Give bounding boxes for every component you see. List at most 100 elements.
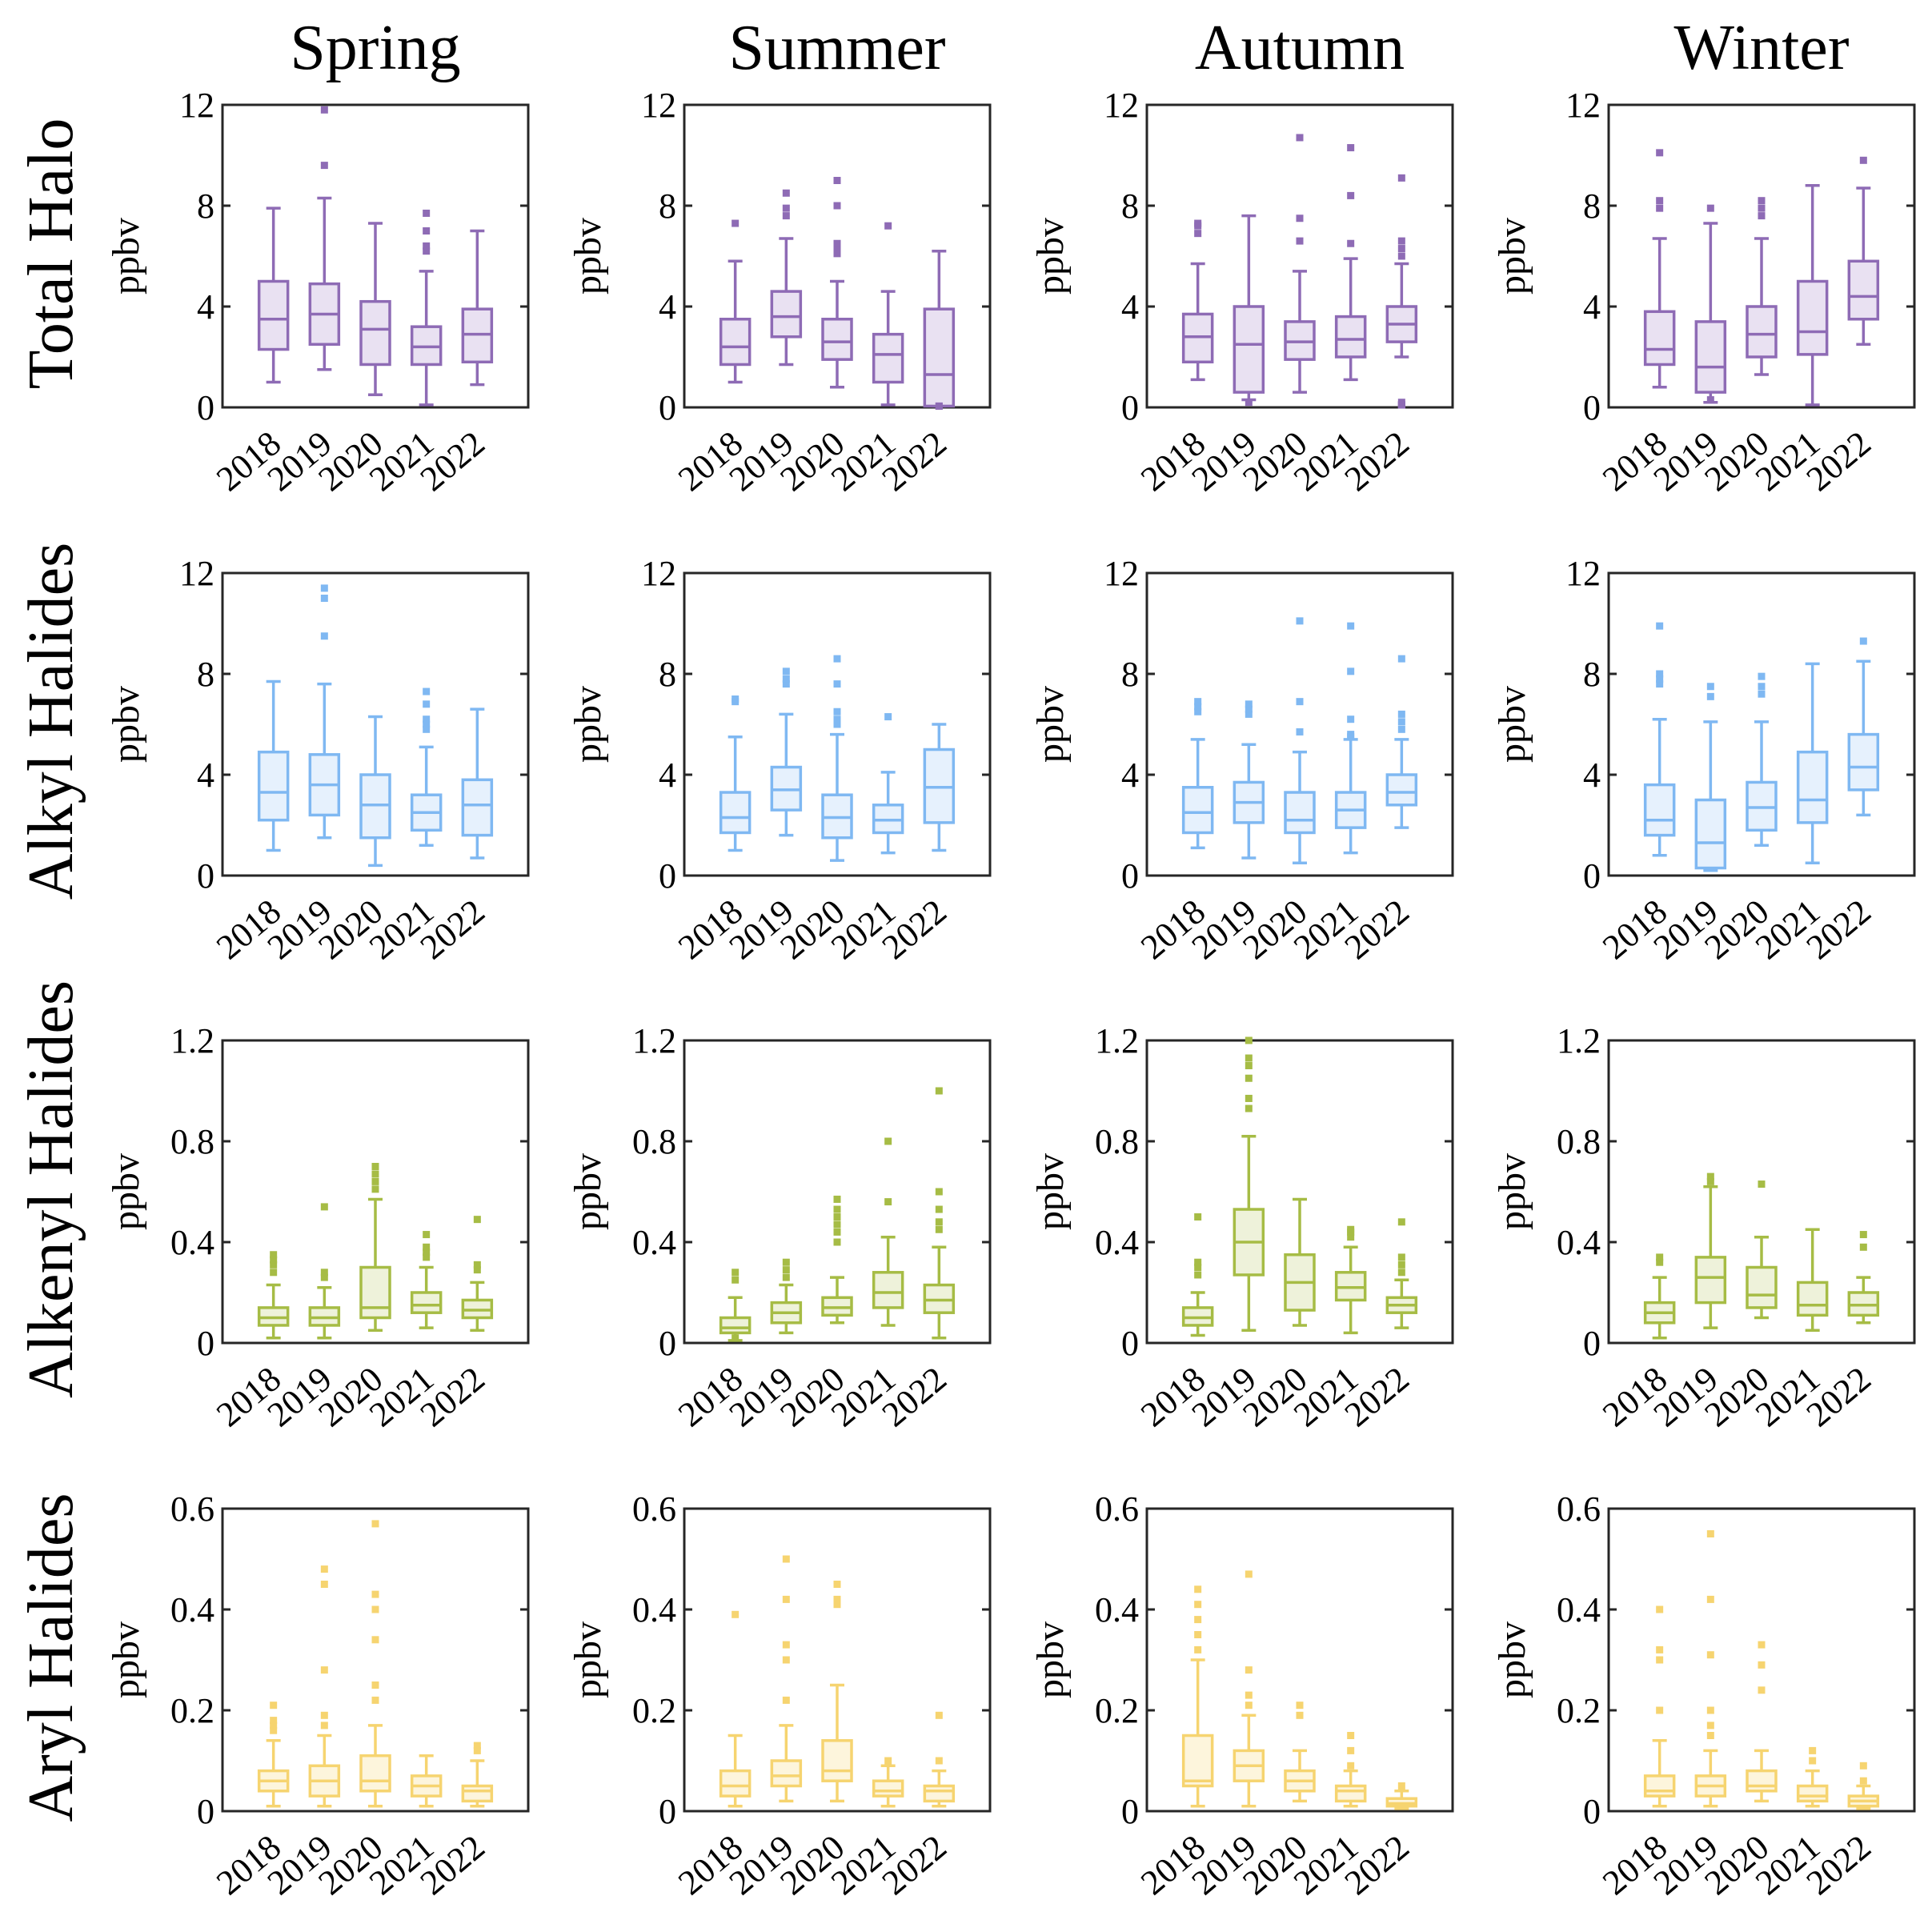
y-tick-label: 4 <box>1121 756 1139 795</box>
outlier-point <box>423 700 431 708</box>
iqr-box <box>1694 798 1727 870</box>
outlier-point <box>833 1205 841 1213</box>
outlier-point <box>1859 1762 1867 1770</box>
y-tick-label: 12 <box>179 86 214 125</box>
y-tick-label: 12 <box>1104 86 1139 125</box>
outlier-point <box>833 245 841 253</box>
outlier-point <box>371 1636 379 1644</box>
outlier-point <box>1245 1104 1253 1112</box>
outlier-point <box>782 1273 790 1281</box>
outlier-point <box>732 219 740 227</box>
outlier-point <box>1809 1746 1817 1754</box>
outlier-point <box>1706 692 1714 700</box>
outlier-point <box>473 1746 481 1754</box>
y-tick-label: 0.2 <box>1095 1691 1139 1730</box>
outlier-point <box>423 247 431 255</box>
outlier-point <box>833 239 841 247</box>
outlier-point <box>423 1249 431 1257</box>
y-tick-label: 8 <box>1583 186 1601 226</box>
outlier-point <box>782 1656 790 1664</box>
iqr-box <box>872 332 904 384</box>
y-tick-label: 8 <box>197 655 214 694</box>
iqr-box <box>719 791 752 835</box>
outlier-point <box>1656 1645 1664 1653</box>
outlier-point <box>1706 1172 1714 1180</box>
outlier-point <box>1245 1570 1253 1578</box>
y-axis-label: ppbv <box>105 218 147 295</box>
y-axis-label: ppbv <box>1029 218 1072 295</box>
iqr-box <box>1181 1734 1214 1788</box>
y-tick-label: 4 <box>659 756 676 795</box>
outlier-point <box>423 1253 431 1261</box>
outlier-point <box>782 675 790 683</box>
outlier-point <box>732 1269 740 1277</box>
outlier-point <box>371 1185 379 1193</box>
outlier-point <box>320 632 328 640</box>
iqr-box <box>719 1316 752 1335</box>
y-tick-label: 12 <box>641 554 676 593</box>
box-2022: 2022 <box>875 723 956 967</box>
iqr-box <box>1643 310 1676 367</box>
y-tick-label: 0.4 <box>170 1223 214 1262</box>
iqr-box <box>1796 1784 1829 1803</box>
outlier-point <box>732 695 740 703</box>
outlier-point <box>1245 700 1253 708</box>
outlier-point <box>782 212 790 220</box>
outlier-point <box>1194 230 1202 238</box>
box-2018: 2018 <box>1595 622 1676 967</box>
panel-total-halo-autumn-y-ticks: 0 4 8 12 <box>1104 86 1453 427</box>
outlier-point <box>935 1711 943 1719</box>
outlier-point <box>1194 707 1202 715</box>
outlier-point <box>270 1717 278 1725</box>
panel-aryl-halides-winter-y-ticks: 0 0.2 0.4 0.6 <box>1557 1489 1914 1831</box>
outlier-point <box>1194 1645 1202 1653</box>
outlier-point <box>1656 1706 1664 1714</box>
outlier-point <box>1194 1271 1202 1279</box>
iqr-box <box>770 1759 803 1788</box>
y-axis-label: ppbv <box>567 1621 609 1698</box>
y-tick-label: 0 <box>659 388 676 427</box>
outlier-point <box>782 1641 790 1649</box>
y-tick-label: 0 <box>197 1792 214 1831</box>
y-tick-label: 0 <box>659 1324 676 1363</box>
outlier-point <box>935 402 943 410</box>
panel-aryl-halides-summer-y-ticks: 0 0.2 0.4 0.6 <box>632 1489 990 1831</box>
outlier-point <box>1656 204 1664 212</box>
outlier-point <box>833 707 841 715</box>
outlier-point <box>1758 204 1766 212</box>
outlier-point <box>371 1590 379 1598</box>
outlier-point <box>1245 705 1253 713</box>
y-tick-label: 12 <box>1565 86 1601 125</box>
outlier-point <box>423 715 431 723</box>
outlier-point <box>371 1696 379 1704</box>
y-axis-label: ppbv <box>1491 218 1533 295</box>
panel-alkenyl-halides-winter-axes-frame <box>1607 1039 1916 1345</box>
y-tick-label: 8 <box>197 186 214 226</box>
panel-alkenyl-halides-summer-y-ticks: 0 0.4 0.8 1.2 <box>632 1021 990 1363</box>
outlier-point <box>320 1269 328 1277</box>
outlier-point <box>1706 1732 1714 1739</box>
y-tick-label: 4 <box>197 287 214 327</box>
y-tick-label: 1.2 <box>1095 1021 1139 1060</box>
panel-aryl-halides-autumn-axes-frame <box>1145 1507 1454 1813</box>
outlier-point <box>1397 655 1405 663</box>
outlier-point <box>270 1261 278 1269</box>
y-axis-label: ppbv <box>1029 1153 1072 1230</box>
outlier-point <box>1245 1062 1253 1069</box>
outlier-point <box>935 1188 943 1196</box>
outlier-point <box>423 1243 431 1251</box>
panel-alkyl-halides-summer-y-ticks: 0 4 8 12 <box>641 554 990 896</box>
outlier-point <box>320 584 328 592</box>
outlier-point <box>1296 617 1304 625</box>
outlier-point <box>1656 197 1664 205</box>
outlier-point <box>1347 1225 1355 1233</box>
y-tick-label: 0.8 <box>1557 1122 1601 1161</box>
y-axis-label: ppbv <box>1029 1621 1072 1698</box>
outlier-point <box>1706 1177 1714 1185</box>
outlier-point <box>1194 1213 1202 1221</box>
y-tick-label: 4 <box>659 287 676 327</box>
